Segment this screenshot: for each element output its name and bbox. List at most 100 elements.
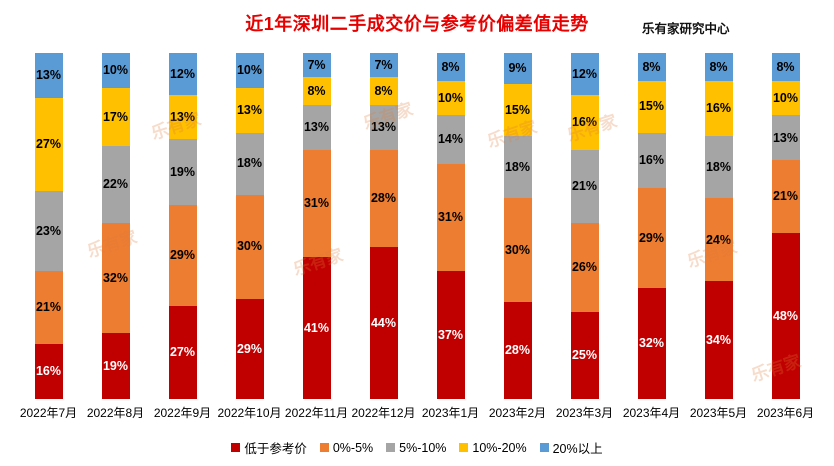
bar-segment: 37% [436,270,465,399]
data-label: 8% [307,83,326,98]
bar-stack: 8% 16% 18% 24% 34% [704,53,733,399]
data-label: 21% [35,300,62,315]
data-label: 12% [571,66,598,81]
data-label: 41% [303,320,330,335]
data-label: 26% [571,260,598,275]
data-label: 29% [169,248,196,263]
x-axis-label: 2023年3月 [555,406,614,420]
data-label: 27% [35,137,62,152]
data-label: 28% [370,191,397,206]
data-label: 13% [35,68,62,83]
bar-segment: 29% [168,205,197,306]
legend-label: 低于参考价 [244,442,307,456]
bar-segment: 13% [771,115,800,161]
bar-segment: 24% [704,198,733,282]
bar-stack: 7% 8% 13% 28% 44% [369,53,398,399]
bar-segment: 25% [570,312,599,399]
data-label: 16% [571,114,598,129]
legend-item: 0%-5% [319,441,373,455]
data-label: 13% [772,130,799,145]
plot-area: 13% 27% 23% 21% 16% 10% 17% 22% 32% 19% 12% 13% 19% 2… [15,53,819,399]
bar-segment: 16% [704,80,733,137]
bar-segment: 21% [771,160,800,233]
bar-segment: 8% [637,53,666,81]
data-label: 29% [638,230,665,245]
bar-segment: 7% [369,53,398,78]
data-label: 15% [638,99,665,114]
bar-segment: 13% [34,53,63,98]
bar-segment: 32% [637,288,666,399]
data-label: 32% [102,270,129,285]
data-label: 32% [638,336,665,351]
bar-segment: 18% [704,136,733,199]
data-label: 25% [571,348,598,363]
data-label: 10% [437,90,464,105]
data-label: 30% [236,239,263,254]
data-label: 9% [508,61,527,76]
x-axis-label: 2023年4月 [622,406,681,420]
data-label: 13% [169,109,196,124]
bar-stack: 7% 8% 13% 31% 41% [302,53,331,399]
x-axis-label: 2023年6月 [756,406,815,420]
bar-segment: 8% [771,53,800,81]
bar-stack: 8% 15% 16% 29% 32% [637,53,666,399]
bar-segment: 10% [771,80,800,116]
bar-segment: 8% [302,77,331,105]
data-label: 10% [772,90,799,105]
legend-swatch-icon [319,443,329,452]
data-label: 34% [705,332,732,347]
data-label: 10% [102,63,129,78]
data-label: 31% [303,196,330,211]
bar-segment: 16% [570,94,599,150]
bar-column: 10% 13% 18% 30% 29% [216,53,283,399]
data-label: 19% [169,165,196,180]
bar-segment: 30% [503,198,532,303]
legend-item: 5%-10% [386,441,446,455]
data-label: 44% [370,315,397,330]
data-label: 13% [303,120,330,135]
bar-segment: 48% [771,232,800,399]
data-label: 7% [307,57,326,72]
bar-segment: 19% [168,139,197,206]
bar-segment: 41% [302,257,331,399]
bar-segment: 13% [369,104,398,150]
bar-stack: 13% 27% 23% 21% 16% [34,53,63,399]
x-axis-label: 2022年11月 [284,406,349,420]
bar-segment: 9% [503,53,532,85]
bar-segment: 34% [704,281,733,399]
bar-segment: 13% [302,104,331,150]
bar-segment: 31% [436,163,465,271]
data-label: 18% [504,159,531,174]
data-label: 17% [102,109,129,124]
bar-segment: 29% [235,298,264,399]
bar-segment: 27% [168,305,197,399]
x-axis-label: 2022年8月 [86,406,145,420]
chart-title: 近1年深圳二手成交价与参考价偏差值走势 [245,14,589,34]
bar-segment: 30% [235,194,264,299]
bar-segment: 10% [101,53,130,88]
data-label: 8% [709,59,728,74]
legend-label: 20%以上 [552,442,603,456]
data-label: 19% [102,358,129,373]
bar-stack: 8% 10% 13% 21% 48% [771,53,800,399]
x-axis-label: 2023年1月 [421,406,480,420]
bar-segment: 13% [168,94,197,140]
bar-column: 10% 17% 22% 32% 19% [82,53,149,399]
bar-segment: 28% [369,149,398,247]
data-label: 16% [35,364,62,379]
bar-stack: 12% 16% 21% 26% 25% [570,53,599,399]
bar-column: 8% 10% 14% 31% 37% [417,53,484,399]
bar-column: 8% 16% 18% 24% 34% [685,53,752,399]
x-axis: 2022年7月 2022年8月 2022年9月 2022年10月 2022年11月 202… [15,404,819,421]
data-label: 8% [776,59,795,74]
data-label: 23% [35,223,62,238]
bar-segment: 16% [34,343,63,399]
bar-column: 12% 16% 21% 26% 25% [551,53,618,399]
legend-swatch-icon [231,443,241,452]
x-axis-label: 2022年7月 [19,406,78,420]
data-label: 8% [374,83,393,98]
legend-swatch-icon [386,443,396,452]
bar-segment: 27% [34,97,63,192]
x-axis-label: 2023年2月 [488,406,547,420]
bar-segment: 10% [235,53,264,88]
